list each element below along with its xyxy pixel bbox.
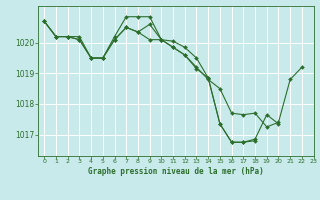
X-axis label: Graphe pression niveau de la mer (hPa): Graphe pression niveau de la mer (hPa) [88, 167, 264, 176]
